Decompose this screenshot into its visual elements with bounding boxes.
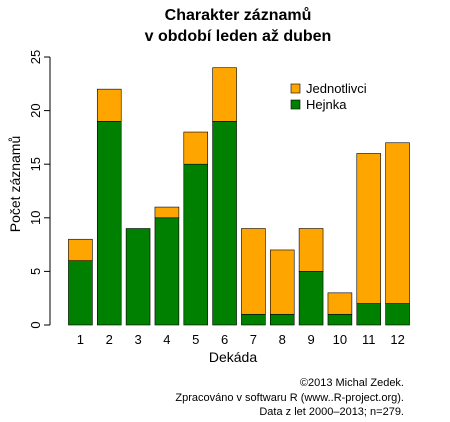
- x-tick-label: 7: [250, 332, 257, 347]
- x-tick-label: 4: [163, 332, 170, 347]
- bar-jednotlivci-dekada-6: [212, 67, 237, 122]
- bar-hejnka-dekada-11: [356, 303, 382, 326]
- bar-jednotlivci-dekada-1: [68, 238, 93, 261]
- bar-hejnka-dekada-10: [327, 313, 353, 326]
- bar-hejnka-dekada-1: [68, 260, 93, 326]
- credit-line-1: ©2013 Michal Zedek.: [300, 377, 404, 389]
- x-tick-label: 1: [77, 332, 84, 347]
- y-tick-label: 5: [28, 268, 43, 275]
- bar-jednotlivci-dekada-2: [96, 88, 122, 122]
- legend-swatch-hejnka: [290, 99, 301, 110]
- bar-jednotlivci-dekada-7: [241, 228, 266, 315]
- x-tick-label: 6: [221, 332, 228, 347]
- bar-hejnka-dekada-8: [269, 313, 295, 326]
- y-tick-label: 15: [28, 157, 43, 171]
- y-tick-label: 0: [28, 321, 43, 328]
- y-tick-label: 10: [28, 211, 43, 225]
- y-axis: 0 5 10 15 20 25: [28, 50, 51, 329]
- y-tick-label: 25: [28, 50, 43, 64]
- bar-hejnka-dekada-4: [154, 217, 180, 326]
- bars: [68, 67, 410, 326]
- bar-jednotlivci-dekada-4: [154, 206, 180, 219]
- bar-hejnka-dekada-2: [96, 121, 122, 326]
- legend: Jednotlivci Hejnka: [290, 81, 367, 112]
- bar-jednotlivci-dekada-12: [385, 142, 410, 304]
- x-tick-label: 3: [134, 332, 141, 347]
- x-axis-labels: 1 2 3 4 5 6 7 8 9 10 11 12: [77, 332, 405, 347]
- x-tick-label: 2: [106, 332, 113, 347]
- legend-label-hejnka: Hejnka: [306, 97, 347, 112]
- bar-hejnka-dekada-7: [241, 313, 266, 326]
- bar-hejnka-dekada-3: [125, 228, 151, 326]
- bar-jednotlivci-dekada-8: [269, 249, 295, 315]
- x-tick-label: 11: [362, 332, 376, 347]
- y-axis-title: Počet záznamů: [7, 136, 23, 233]
- x-tick-label: 5: [192, 332, 199, 347]
- x-tick-label: 9: [307, 332, 314, 347]
- bar-hejnka-dekada-9: [298, 271, 324, 326]
- bar-jednotlivci-dekada-10: [327, 292, 353, 315]
- legend-label-jednotlivci: Jednotlivci: [306, 81, 367, 96]
- credit-line-2: Zpracováno v softwaru R (www..R-project.…: [175, 392, 404, 404]
- y-tick-label: 20: [28, 103, 43, 117]
- x-tick-label: 10: [333, 332, 347, 347]
- x-tick-label: 12: [390, 332, 404, 347]
- bar-hejnka-dekada-12: [385, 303, 410, 326]
- legend-swatch-jednotlivci: [290, 83, 301, 94]
- bar-jednotlivci-dekada-5: [183, 131, 209, 165]
- bar-jednotlivci-dekada-9: [298, 228, 324, 272]
- bar-jednotlivci-dekada-11: [356, 153, 382, 304]
- x-axis-title: Dekáda: [209, 349, 257, 365]
- x-tick-label: 8: [279, 332, 286, 347]
- bar-hejnka-dekada-6: [212, 121, 237, 326]
- chart-title-line-2: v období leden až duben: [145, 28, 332, 45]
- bar-hejnka-dekada-5: [183, 163, 209, 326]
- credit-line-3: Data z let 2000–2013; n=279.: [259, 406, 404, 418]
- chart-title-line-1: Charakter záznamů: [165, 7, 312, 24]
